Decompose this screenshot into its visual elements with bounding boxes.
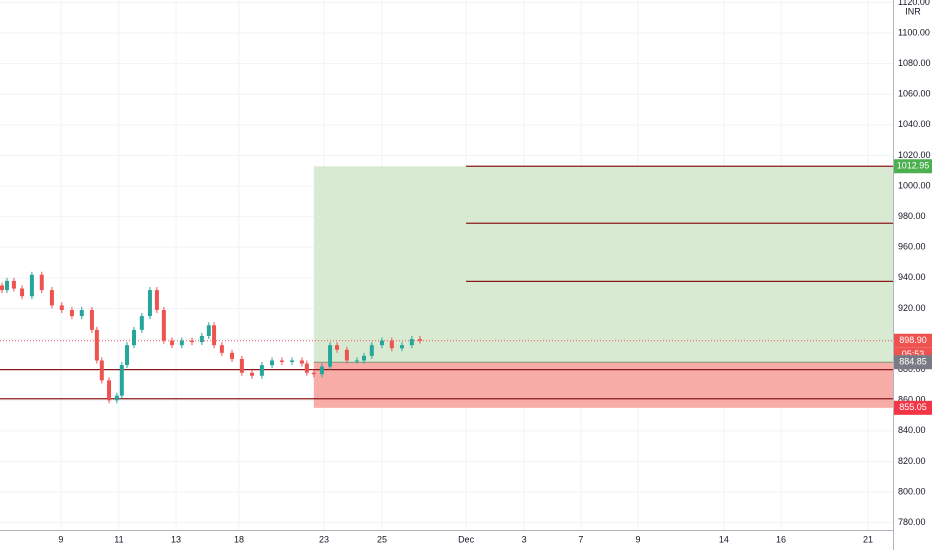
price-tag (894, 159, 932, 174)
candle-body (206, 325, 211, 336)
price-tag (894, 400, 932, 415)
y-tick-label: 1080.00 (898, 58, 931, 68)
candle-body (79, 309, 84, 317)
x-tick-label: 25 (377, 534, 387, 544)
x-tick-label: Dec (458, 534, 475, 544)
x-tick-label: 9 (636, 534, 641, 544)
price-tag-label: 898.90 (899, 335, 927, 345)
candle-body (399, 345, 404, 349)
y-tick-label: 860.00 (898, 395, 926, 405)
y-tick-label: 960.00 (898, 242, 926, 252)
y-tick-label: 800.00 (898, 486, 926, 496)
candle-body (4, 280, 9, 291)
y-tick-label: 980.00 (898, 211, 926, 221)
y-tick-label: 840.00 (898, 425, 926, 435)
candle-body (99, 360, 104, 381)
candle-body (259, 365, 264, 376)
candle-body (417, 339, 422, 341)
currency: INR (905, 6, 921, 16)
candle-body (39, 274, 44, 291)
candle-body (29, 274, 34, 297)
candle-body (230, 352, 235, 359)
time-axis-bg (0, 530, 893, 550)
candle-body (94, 329, 99, 361)
candle-body (319, 366, 324, 375)
y-tick-label: 1100.00 (898, 27, 930, 37)
x-tick-label: 14 (719, 534, 729, 544)
x-tick-label: 7 (578, 534, 583, 544)
candle-body (179, 340, 184, 346)
candle-body (290, 360, 295, 363)
candle-body (250, 372, 255, 376)
candle-body (59, 305, 64, 310)
y-tick-label: 1020.00 (898, 150, 931, 160)
candle-body (361, 355, 366, 361)
x-tick-label: 3 (522, 534, 527, 544)
candle-body (154, 290, 159, 310)
candle-body (219, 345, 224, 353)
candle-body (131, 329, 136, 346)
x-tick-label: 9 (58, 534, 63, 544)
candle-body (299, 360, 304, 364)
candle-body (304, 363, 309, 373)
candle-body (239, 358, 244, 373)
y-tick-label: 920.00 (898, 303, 926, 313)
x-tick-label: 16 (776, 534, 786, 544)
candle-body (189, 340, 194, 343)
candle-body (89, 309, 94, 330)
y-tick-label: 1040.00 (898, 119, 931, 129)
x-tick-label: 23 (319, 534, 329, 544)
candle-body (389, 340, 394, 349)
candle-body (147, 290, 152, 317)
candle-body (379, 340, 384, 346)
candle-body (20, 288, 25, 297)
candle-body (69, 309, 74, 317)
candle-body (279, 360, 284, 363)
plot (0, 271, 422, 404)
price-tag (894, 355, 932, 370)
x-tick-label: 18 (234, 534, 244, 544)
candle-body (369, 345, 374, 356)
profit-zone (313, 166, 893, 363)
candle-body (114, 395, 119, 401)
candle-body (119, 365, 124, 396)
candle-body (0, 285, 5, 291)
x-tick-label: 11 (114, 534, 123, 544)
y-tick-label: 1060.00 (898, 89, 931, 99)
price-tag-label: 05:53 (902, 349, 925, 359)
candle-body (311, 372, 316, 375)
candle-body (270, 360, 275, 366)
candle-body (212, 325, 217, 346)
candle-body (161, 309, 166, 341)
zones (0, 165, 893, 408)
x-tick-label: 13 (171, 534, 181, 544)
price-tag-label: 855.05 (899, 402, 927, 412)
price-tag (894, 333, 932, 348)
candle-body (409, 339, 414, 346)
candle-body (169, 340, 174, 346)
candle-body (199, 335, 204, 343)
candle-body (335, 345, 340, 350)
candle-body (125, 345, 130, 366)
candle-body (107, 380, 112, 401)
candle-body (355, 360, 360, 362)
y-tick-label: 1000.00 (898, 180, 931, 190)
y-tick-label: 1120.00 (898, 0, 930, 7)
candle-body (328, 345, 333, 367)
y-tick-label: 820.00 (898, 456, 926, 466)
axes: 780.00800.00820.00840.00860.00880.00900.… (58, 0, 932, 544)
candle-body (344, 349, 349, 361)
y-tick-label: 780.00 (898, 517, 926, 527)
candle-body (11, 280, 16, 289)
candle-body (139, 316, 144, 330)
candle-body (49, 290, 54, 306)
y-tick-label: 940.00 (898, 272, 926, 282)
price-tag-label: 884.85 (899, 357, 927, 367)
x-tick-label: 21 (863, 534, 873, 544)
price-tag-label: 1012.95 (897, 161, 930, 171)
price-axis-bg (893, 0, 932, 550)
